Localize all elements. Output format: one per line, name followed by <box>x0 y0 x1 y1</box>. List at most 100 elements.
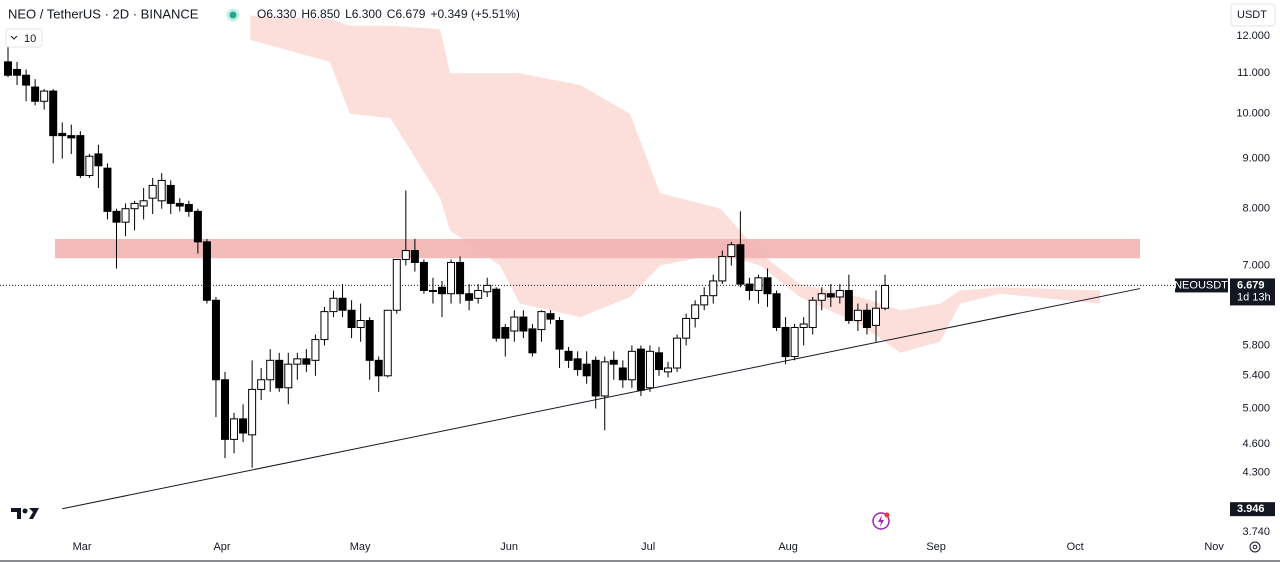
candle-body <box>447 261 456 295</box>
candle-body <box>754 277 763 291</box>
chart-title: NEO / TetherUS · 2D · BINANCE <box>8 6 199 21</box>
candle-body <box>510 316 519 332</box>
candle-body <box>636 348 645 391</box>
candle-body <box>193 210 202 243</box>
candle-body <box>519 316 528 332</box>
candle-body <box>248 388 257 436</box>
candle-body <box>22 74 31 86</box>
candle-body <box>275 359 284 389</box>
candle-body <box>673 337 682 369</box>
x-tick-label: Aug <box>778 541 798 553</box>
candle-body <box>826 293 835 298</box>
y-tick-label: 8.000 <box>1242 203 1270 215</box>
candle-body <box>293 358 302 365</box>
candle-body <box>383 309 392 377</box>
candle-body <box>202 241 211 301</box>
y-tick-label: 9.000 <box>1242 153 1270 165</box>
y-tick-label: 5.800 <box>1242 339 1270 351</box>
candle-body <box>257 379 266 390</box>
candle-body <box>474 289 483 299</box>
symbol-label: NEOUSDT <box>1174 279 1228 291</box>
interval-button[interactable] <box>5 28 43 48</box>
ohlc-legend: O6.330 H6.850 L6.300 C6.679 +0.349 (+5.51%) <box>257 7 520 21</box>
candle-body <box>239 418 248 434</box>
x-tick-label: Sep <box>926 541 946 553</box>
candle-body <box>709 280 718 297</box>
resistance-zone <box>55 238 1141 259</box>
interval-label: 10 <box>24 33 36 45</box>
tradingview-logo <box>11 508 39 519</box>
settings-icon[interactable] <box>1249 541 1261 553</box>
candle-body <box>573 358 582 371</box>
candle-body <box>356 320 365 328</box>
candle-body <box>221 379 229 440</box>
candle-body <box>175 202 184 207</box>
candle-body <box>49 90 58 137</box>
candle-body <box>582 363 591 377</box>
candle-body <box>31 86 40 102</box>
y-tick-label: 5.000 <box>1242 402 1270 414</box>
x-tick-label: Nov <box>1204 541 1224 553</box>
ohlc-value: H6.850 <box>301 7 340 21</box>
candle-body <box>284 363 293 389</box>
candle-body <box>546 313 555 320</box>
candle-body <box>682 317 691 339</box>
candle-body <box>862 309 871 328</box>
countdown-label: 1d 13h <box>1237 291 1271 303</box>
x-tick-label: Apr <box>213 541 230 553</box>
candle-body <box>230 418 239 440</box>
y-tick-label: 5.400 <box>1242 370 1270 382</box>
candle-body <box>266 359 275 381</box>
line-price-label: 3.946 <box>1237 503 1265 515</box>
x-tick-label: May <box>350 541 371 553</box>
candle-body <box>772 293 781 328</box>
candle-body <box>428 289 437 292</box>
candle-body <box>808 299 817 328</box>
candle-body <box>528 328 537 354</box>
candle-body <box>645 350 654 389</box>
candle-body <box>871 307 880 326</box>
candle-body <box>799 323 808 328</box>
currency-button[interactable] <box>1230 3 1276 27</box>
candle-body <box>4 61 13 76</box>
candle-body <box>700 295 709 306</box>
y-tick-label: 10.000 <box>1236 108 1270 120</box>
candle-body <box>437 286 446 295</box>
candle-body <box>320 311 329 341</box>
candle-body <box>211 299 220 381</box>
candle-body <box>763 277 772 295</box>
candle-body <box>139 200 148 207</box>
candle-body <box>600 361 609 397</box>
symbol-tag <box>1175 278 1228 293</box>
candle-body <box>184 203 193 212</box>
candle-body <box>609 359 618 365</box>
candle-body <box>555 320 564 350</box>
candle-body <box>112 210 121 223</box>
candle-body <box>465 293 474 301</box>
candle-body <box>654 352 663 371</box>
candle-body <box>781 326 790 358</box>
candle-body <box>148 184 157 199</box>
candle-body <box>618 367 627 381</box>
candle-body <box>67 135 76 139</box>
candle-body <box>492 288 501 339</box>
candle-body <box>410 250 419 263</box>
candle-body <box>817 293 826 301</box>
flash-icon[interactable] <box>872 512 890 530</box>
candle-body <box>338 297 347 311</box>
line-price-tag <box>1230 502 1275 517</box>
y-tick-label: 11.000 <box>1237 67 1270 79</box>
candle-body <box>302 358 311 365</box>
candle-body <box>881 284 890 309</box>
trendline <box>62 288 1141 510</box>
candle-body <box>691 304 700 319</box>
candle-body <box>501 326 510 339</box>
x-tick-label: Oct <box>1067 541 1084 553</box>
candle-body <box>392 258 401 311</box>
candle-body <box>157 179 166 202</box>
candle-body <box>40 90 49 102</box>
candle-body <box>103 167 112 212</box>
candle-body <box>853 309 862 322</box>
candle-body <box>844 289 853 322</box>
